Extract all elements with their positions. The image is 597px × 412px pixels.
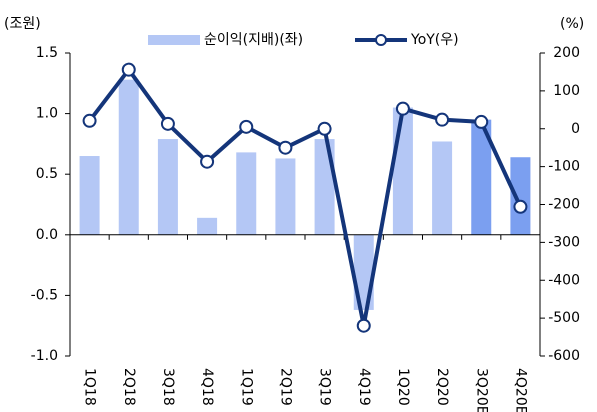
y2-axis-label: (%) — [560, 16, 584, 32]
line-marker — [200, 154, 215, 169]
bar — [118, 79, 139, 235]
bar — [79, 156, 100, 235]
legend-marker — [375, 34, 387, 46]
x-tick-label: 3Q19 — [317, 368, 333, 406]
line-marker — [160, 116, 175, 131]
y2-tick-label: 0 — [571, 121, 580, 137]
x-tick-label: 1Q19 — [238, 368, 254, 406]
bar — [314, 139, 335, 235]
line-marker — [395, 101, 410, 116]
x-tick-label: 2Q18 — [121, 368, 137, 406]
x-tick-label: 1Q18 — [82, 368, 98, 406]
y-tick-label: 1.5 — [36, 45, 58, 61]
y-tick-label: -1.0 — [31, 348, 58, 364]
line-marker — [317, 121, 332, 136]
y2-tick-label: -100 — [548, 159, 580, 175]
bar — [197, 217, 218, 235]
x-tick-label: 4Q18 — [199, 368, 215, 406]
y2-tick-label: -400 — [548, 272, 580, 288]
legend-label: 순이익(지배)(좌) — [204, 32, 303, 48]
line-marker — [278, 140, 293, 155]
y2-tick-label: -200 — [548, 197, 580, 213]
x-tick-label: 3Q20E — [473, 368, 489, 412]
line-marker — [474, 114, 489, 129]
x-tick-label: 2Q19 — [277, 368, 293, 406]
line-marker — [513, 199, 528, 214]
bar — [432, 141, 453, 235]
bar — [392, 107, 413, 235]
line — [87, 67, 523, 328]
legend-swatch — [148, 35, 200, 45]
x-tick-label: 4Q19 — [356, 368, 372, 406]
bar — [471, 119, 492, 235]
y2-tick-label: 200 — [553, 45, 580, 61]
legend-label: YoY(우) — [410, 32, 459, 48]
bar — [236, 152, 257, 235]
x-tick-label: 4Q20E — [512, 368, 528, 412]
bar — [275, 158, 296, 235]
line-marker — [356, 318, 371, 333]
bar — [157, 139, 178, 235]
y-axis-label: (조원) — [4, 16, 41, 32]
x-tick-label: 3Q18 — [160, 368, 176, 406]
line-marker — [82, 113, 97, 128]
y-tick-label: -0.5 — [31, 287, 58, 303]
y2-tick-label: -600 — [548, 348, 580, 364]
y2-tick-label: -300 — [548, 234, 580, 250]
y-tick-label: 0.0 — [36, 227, 58, 243]
x-tick-label: 1Q20 — [395, 368, 411, 406]
x-tick-label: 2Q20 — [434, 368, 450, 406]
y2-tick-label: 100 — [553, 83, 580, 99]
line-marker — [239, 119, 254, 134]
y-tick-label: 1.0 — [36, 106, 58, 122]
bar — [510, 157, 531, 235]
line-marker — [435, 112, 450, 127]
y2-tick-label: -500 — [548, 310, 580, 326]
y-tick-label: 0.5 — [36, 166, 58, 182]
line-marker — [121, 62, 136, 77]
